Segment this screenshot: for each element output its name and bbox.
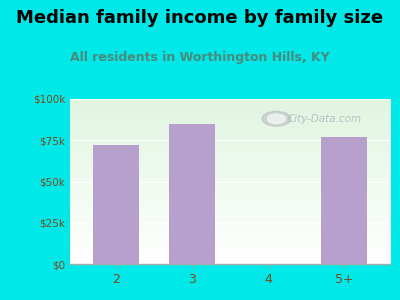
Bar: [93, 145, 138, 264]
Circle shape: [268, 114, 285, 123]
Text: City-Data.com: City-Data.com: [288, 114, 362, 124]
Bar: [322, 137, 367, 264]
Text: All residents in Worthington Hills, KY: All residents in Worthington Hills, KY: [70, 51, 330, 64]
Text: Median family income by family size: Median family income by family size: [16, 9, 384, 27]
Circle shape: [262, 111, 291, 126]
Bar: [169, 124, 215, 264]
